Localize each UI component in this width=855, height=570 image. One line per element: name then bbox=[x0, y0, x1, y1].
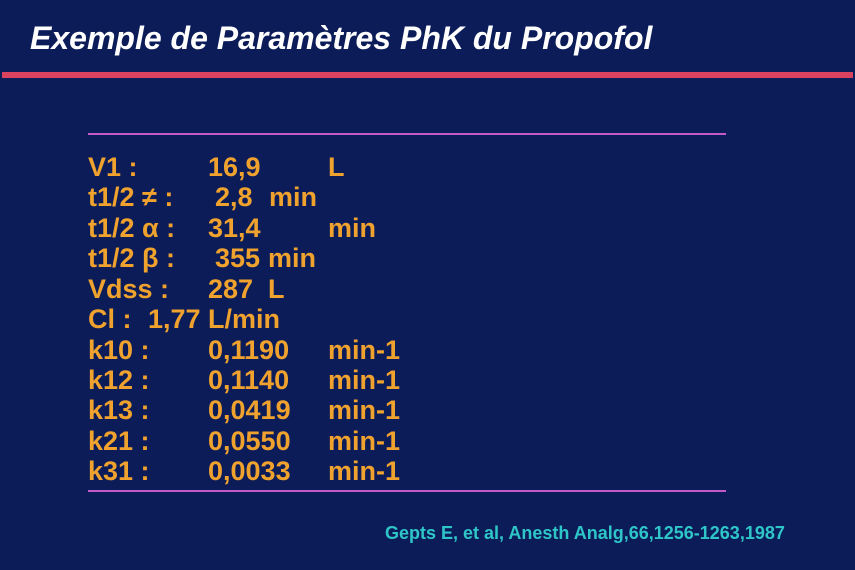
param-value: 16,9 bbox=[208, 152, 261, 182]
param-label: k13 : bbox=[88, 395, 150, 425]
param-unit: L/min bbox=[208, 304, 280, 334]
param-value: 0,0033 bbox=[208, 456, 291, 486]
param-label: V1 : bbox=[88, 152, 138, 182]
param-unit: L bbox=[268, 274, 285, 304]
param-value: 31,4 bbox=[208, 213, 261, 243]
bottom-divider bbox=[88, 490, 726, 492]
param-unit: min-1 bbox=[328, 395, 401, 425]
param-unit: min bbox=[328, 213, 377, 243]
param-value: 287 bbox=[208, 274, 254, 304]
param-label: k21 : bbox=[88, 426, 150, 456]
citation: Gepts E, et al, Anesth Analg,66,1256-126… bbox=[385, 523, 785, 543]
param-value: 355 bbox=[215, 243, 261, 273]
param-unit: L bbox=[328, 152, 345, 182]
param-label: k10 : bbox=[88, 335, 150, 365]
param-unit: min bbox=[269, 182, 318, 212]
param-unit: min-1 bbox=[328, 365, 401, 395]
param-unit: min-1 bbox=[328, 456, 401, 486]
param-label: t1/2 β : bbox=[88, 243, 175, 273]
param-value: 2,8 bbox=[215, 182, 253, 212]
param-label: k31 : bbox=[88, 456, 150, 486]
param-value: 0,0550 bbox=[208, 426, 291, 456]
param-value: 0,0419 bbox=[208, 395, 291, 425]
param-value: 0,1140 bbox=[208, 365, 290, 395]
param-label: t1/2 α : bbox=[88, 213, 176, 243]
slide-title: Exemple de Paramètres PhK du Propofol bbox=[30, 20, 653, 56]
param-value: 0,1190 bbox=[208, 335, 290, 365]
param-unit: min-1 bbox=[328, 335, 401, 365]
param-label: t1/2 ≠ : bbox=[88, 182, 174, 212]
param-unit: min-1 bbox=[328, 426, 401, 456]
param-unit: min bbox=[268, 243, 317, 273]
param-value: 1,77 bbox=[148, 304, 201, 334]
param-label: k12 : bbox=[88, 365, 150, 395]
title-underline bbox=[2, 72, 853, 78]
param-label: Cl : bbox=[88, 304, 132, 334]
top-divider bbox=[88, 133, 726, 135]
param-label: Vdss : bbox=[88, 274, 170, 304]
